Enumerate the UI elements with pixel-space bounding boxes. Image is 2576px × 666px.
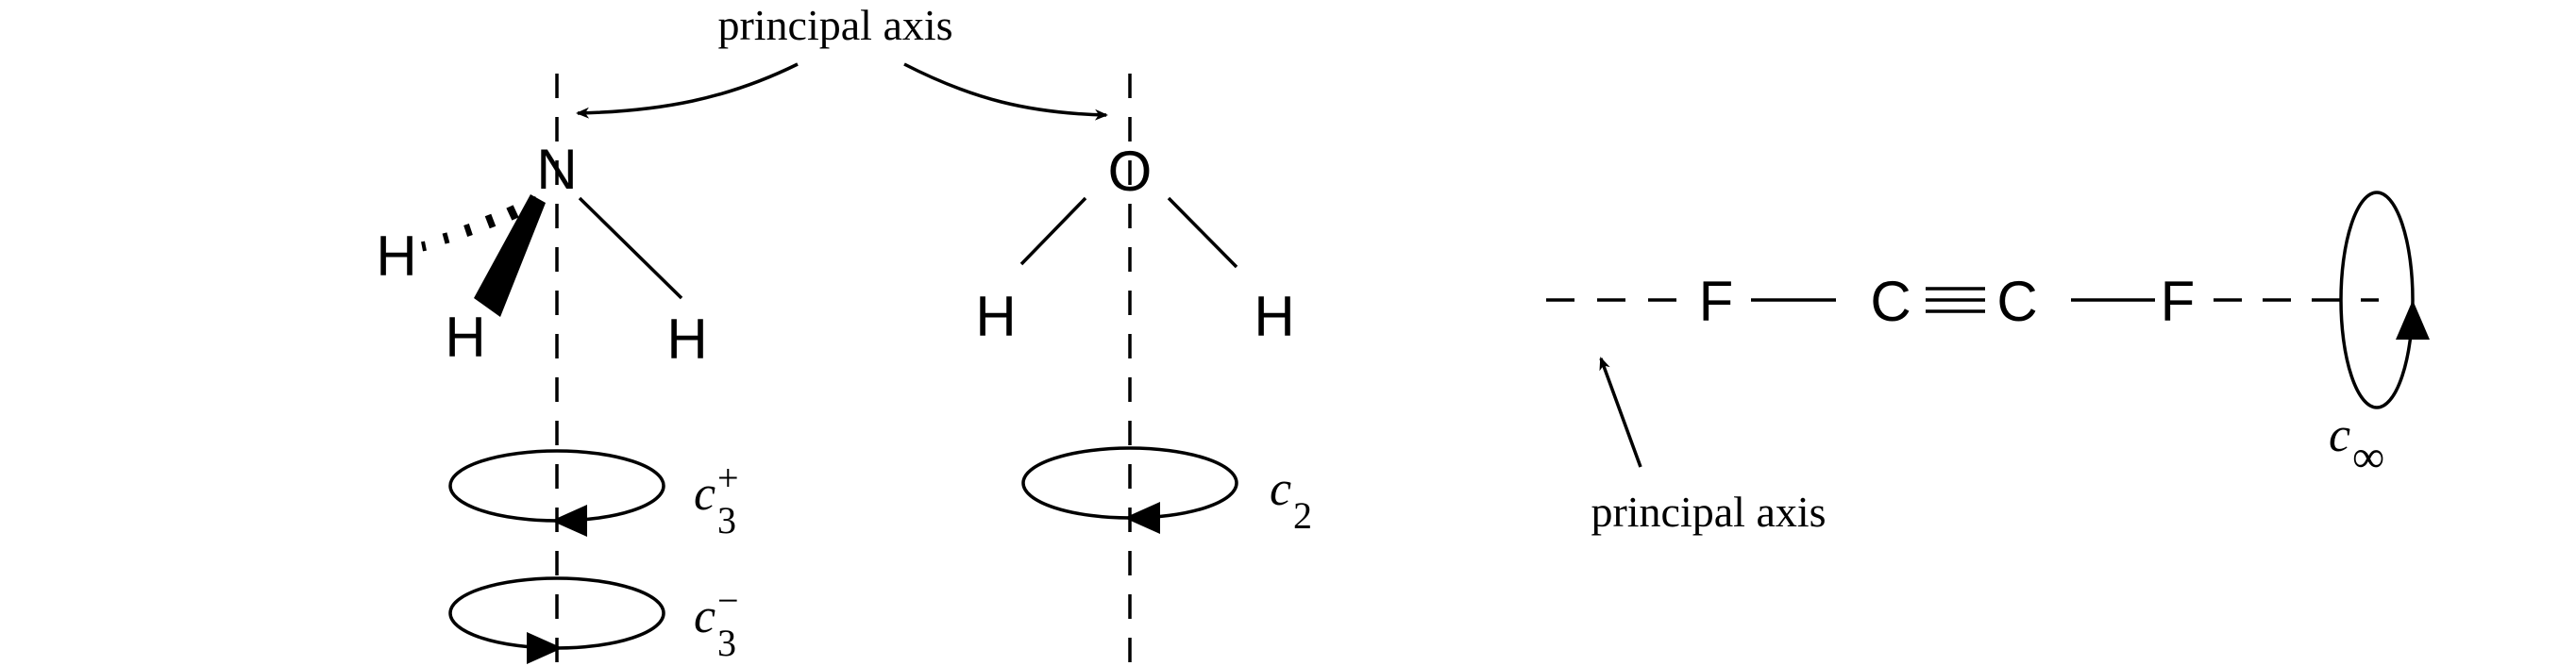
arrow-to-ammonia-axis <box>576 62 799 119</box>
arrow-to-linear-axis <box>1599 357 1642 468</box>
c3-minus-label: c <box>694 590 716 643</box>
c-infinity-subscript: ∞ <box>2352 432 2384 482</box>
c2-arrowhead <box>1124 502 1160 534</box>
fluorine-left-label: F <box>1699 270 1734 333</box>
c-infinity-label: c <box>2329 408 2350 462</box>
difluoroacetylene-molecule: F C C F c ∞ principal axis <box>1546 191 2430 536</box>
water-hydrogen-left-label: H <box>975 285 1016 348</box>
carbon-left-label: C <box>1870 270 1911 333</box>
c3-plus-arrowhead <box>551 505 587 537</box>
c3-plus-superscript: + <box>717 457 739 499</box>
ammonia-nitrogen-label: N <box>536 138 577 201</box>
arrow-to-water-axis <box>903 62 1108 121</box>
c2-subscript: 2 <box>1293 494 1312 537</box>
principal-axis-label-top: principal axis <box>717 1 952 49</box>
ammonia-plain-bond <box>578 196 683 300</box>
ammonia-hydrogen-right-label: H <box>666 308 707 371</box>
water-bond-right <box>1167 196 1238 269</box>
c3-minus-arrowhead <box>527 632 563 664</box>
ammonia-hydrogen-front-label: H <box>445 306 485 369</box>
triple-bond <box>1926 287 1985 313</box>
principal-axis-label-bottom: principal axis <box>1591 488 1826 536</box>
carbon-right-label: C <box>1996 270 2037 333</box>
c2-label: c <box>1270 462 1291 516</box>
water-bond-left <box>1019 196 1087 266</box>
fluorine-right-label: F <box>2161 270 2196 333</box>
c3-minus-superscript: − <box>717 579 739 622</box>
water-oxygen-label: O <box>1108 140 1153 203</box>
ammonia-molecule: N H H H c 3 + c 3 − <box>376 74 739 666</box>
c-infinity-arrowhead <box>2396 300 2430 340</box>
c3-plus-label: c <box>694 467 716 521</box>
c3-minus-subscript: 3 <box>717 622 736 664</box>
ammonia-hydrogen-left-label: H <box>376 225 416 288</box>
water-hydrogen-right-label: H <box>1254 285 1294 348</box>
water-molecule: O H H c 2 <box>975 74 1312 666</box>
ammonia-wedge-bond <box>474 194 546 317</box>
c3-plus-subscript: 3 <box>717 499 736 541</box>
